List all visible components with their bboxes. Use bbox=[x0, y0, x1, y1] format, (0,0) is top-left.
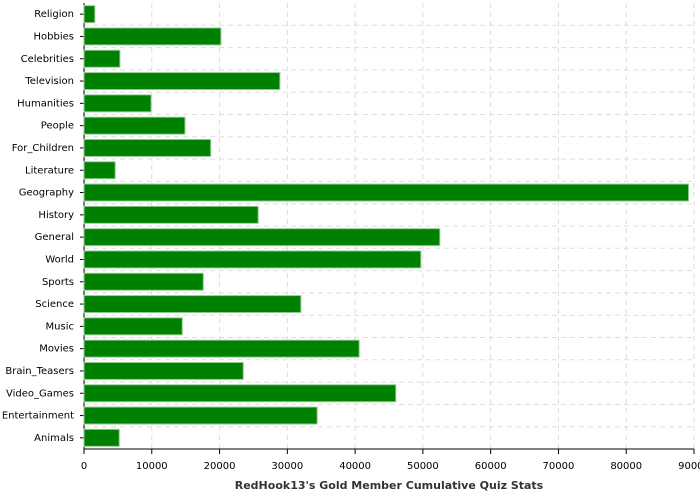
x-tick-label: 80000 bbox=[610, 461, 642, 472]
bar bbox=[83, 5, 96, 24]
bar bbox=[83, 94, 152, 113]
y-tick-label: People bbox=[41, 121, 74, 132]
bar bbox=[83, 228, 441, 247]
bar bbox=[83, 49, 121, 68]
bar bbox=[83, 272, 204, 291]
bar bbox=[83, 161, 116, 180]
y-tick-label: Science bbox=[35, 299, 74, 310]
y-tick-label: General bbox=[35, 232, 74, 243]
y-tick-label: Animals bbox=[34, 433, 74, 444]
y-tick-label: Television bbox=[24, 76, 74, 87]
y-tick-label: World bbox=[45, 254, 74, 265]
x-tick-label: 70000 bbox=[543, 461, 575, 472]
x-tick-label: 40000 bbox=[339, 461, 371, 472]
bar bbox=[83, 384, 397, 403]
y-tick-label: Sports bbox=[42, 277, 74, 288]
x-tick-label: 0 bbox=[81, 461, 87, 472]
x-tick-label: 10000 bbox=[136, 461, 168, 472]
y-tick-label: History bbox=[38, 210, 74, 221]
y-tick-label: For_Children bbox=[12, 143, 74, 154]
x-tick-label: 50000 bbox=[407, 461, 439, 472]
y-tick-label: Celebrities bbox=[21, 54, 74, 65]
y-tick-label: Entertainment bbox=[2, 411, 74, 422]
x-tick-label: 90000 bbox=[678, 461, 700, 472]
x-tick-label: 60000 bbox=[475, 461, 507, 472]
y-tick-label: Religion bbox=[34, 9, 74, 20]
bar bbox=[83, 116, 186, 135]
bar bbox=[83, 138, 212, 157]
y-tick-label: Humanities bbox=[17, 98, 74, 109]
y-tick-label: Music bbox=[46, 321, 74, 332]
y-tick-label: Brain_Teasers bbox=[5, 366, 74, 377]
bar bbox=[83, 361, 244, 380]
y-tick-label: Geography bbox=[19, 188, 74, 199]
bar bbox=[83, 428, 120, 447]
y-tick-label: Video_Games bbox=[6, 388, 74, 399]
x-tick-label: 30000 bbox=[271, 461, 303, 472]
bar bbox=[83, 72, 281, 91]
bar bbox=[83, 205, 259, 224]
bar bbox=[83, 317, 183, 336]
y-tick-label: Movies bbox=[39, 344, 74, 355]
bar bbox=[83, 250, 422, 269]
y-tick-label: Hobbies bbox=[34, 31, 74, 42]
chart-title: RedHook13's Gold Member Cumulative Quiz … bbox=[235, 479, 544, 492]
bar bbox=[83, 295, 302, 314]
bar bbox=[83, 339, 360, 358]
bar bbox=[83, 406, 318, 425]
bar bbox=[83, 27, 222, 46]
bar bbox=[83, 183, 690, 202]
y-tick-label: Literature bbox=[25, 165, 74, 176]
x-tick-label: 20000 bbox=[204, 461, 236, 472]
